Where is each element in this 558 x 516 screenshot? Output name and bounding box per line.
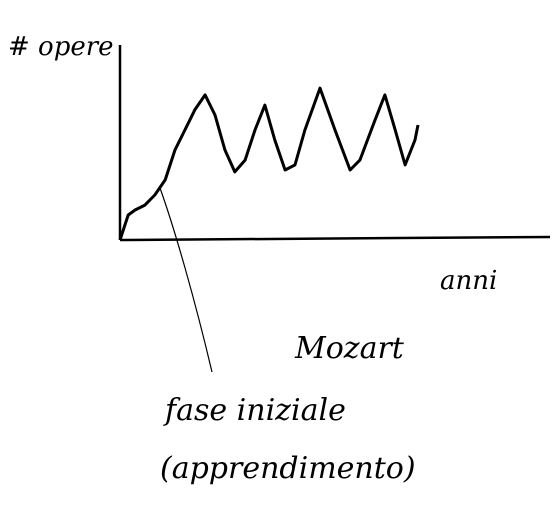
chart-title: Mozart xyxy=(294,331,405,366)
line xyxy=(120,88,418,240)
x-axis xyxy=(120,237,550,240)
annotation: fase iniziale xyxy=(163,393,346,428)
x-axis-label: anni xyxy=(440,266,497,296)
y-axis-label: # opere xyxy=(8,32,114,62)
annotation: (apprendimento) xyxy=(160,451,416,486)
annotation-pointer xyxy=(160,188,212,372)
chart: # opere anni Mozart fase iniziale (appre… xyxy=(0,0,558,516)
